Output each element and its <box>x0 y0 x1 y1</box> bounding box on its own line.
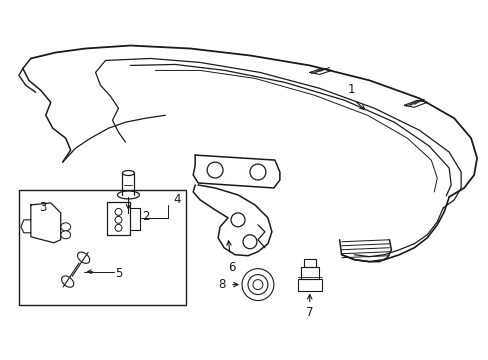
Text: 8: 8 <box>218 278 225 291</box>
Text: 7: 7 <box>305 306 313 319</box>
Ellipse shape <box>61 223 71 231</box>
Text: 3: 3 <box>39 201 46 215</box>
Text: 2: 2 <box>142 210 150 223</box>
Ellipse shape <box>61 276 74 287</box>
Ellipse shape <box>122 171 134 176</box>
Text: 4: 4 <box>173 193 181 206</box>
Text: 5: 5 <box>115 267 122 280</box>
Ellipse shape <box>61 231 71 239</box>
Ellipse shape <box>78 252 89 264</box>
Text: 1: 1 <box>347 83 355 96</box>
Text: 6: 6 <box>228 261 235 274</box>
Bar <box>297 279 321 291</box>
Bar <box>300 267 318 279</box>
Bar <box>303 259 315 267</box>
Bar <box>19 190 186 305</box>
